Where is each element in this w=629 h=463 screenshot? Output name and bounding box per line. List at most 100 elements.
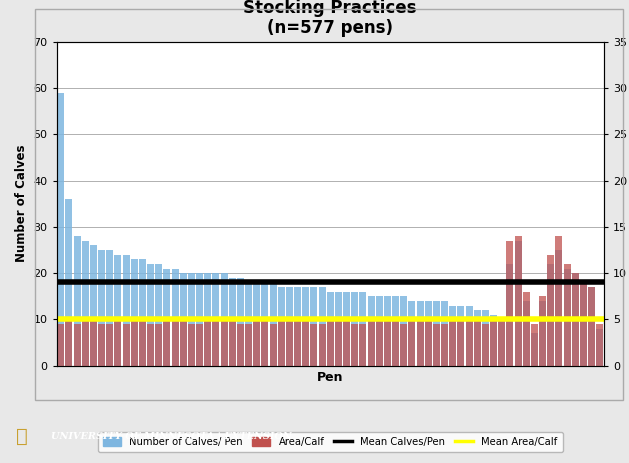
Bar [147,324,154,366]
Bar [425,319,431,366]
Bar [147,264,154,366]
Bar [65,199,72,366]
Bar [506,241,513,366]
Text: Ⓜ: Ⓜ [16,427,28,446]
Bar [596,329,603,366]
Bar [164,269,170,366]
Bar [303,287,309,366]
Bar [400,324,407,366]
Bar [262,282,269,366]
Bar [433,301,440,366]
Bar [326,319,334,366]
Bar [523,301,530,366]
Bar [286,287,293,366]
Bar [221,273,228,366]
Bar [449,306,456,366]
Legend: Number of Calves/ Pen, Area/Calf, Mean Calves/Pen, Mean Area/Calf: Number of Calves/ Pen, Area/Calf, Mean C… [98,432,562,451]
Bar [196,324,203,366]
Bar [384,319,391,366]
Bar [515,236,521,366]
Bar [262,319,269,366]
Bar [253,319,260,366]
Bar [441,301,448,366]
Bar [131,319,138,366]
Bar [572,273,579,366]
Bar [457,306,464,366]
Bar [498,319,505,366]
Bar [123,255,130,366]
Bar [359,292,366,366]
Bar [65,319,72,366]
Bar [90,245,97,366]
Bar [229,319,236,366]
Bar [515,241,521,366]
Bar [188,324,195,366]
Bar [180,319,187,366]
Bar [155,324,162,366]
Bar [213,273,220,366]
Bar [335,319,342,366]
Bar [123,324,130,366]
Bar [416,319,423,366]
Bar [303,319,309,366]
Bar [482,324,489,366]
Bar [457,319,464,366]
Bar [270,282,277,366]
Bar [555,236,562,366]
Bar [74,236,81,366]
Bar [172,269,179,366]
Bar [400,296,407,366]
Bar [580,282,587,366]
Bar [98,250,105,366]
Bar [384,296,391,366]
Bar [57,93,64,366]
Bar [547,255,554,366]
Bar [367,296,374,366]
Bar [564,269,571,366]
Bar [188,273,195,366]
Bar [311,324,318,366]
Bar [74,324,81,366]
Bar [82,241,89,366]
Bar [482,310,489,366]
Bar [245,282,252,366]
Bar [335,292,342,366]
Bar [433,324,440,366]
Bar [106,250,113,366]
Bar [98,324,105,366]
Bar [90,319,97,366]
Bar [376,319,382,366]
Bar [506,264,513,366]
Bar [286,319,293,366]
Bar [237,324,244,366]
Bar [539,301,546,366]
Bar [367,319,374,366]
Bar [114,319,121,366]
Bar [343,292,350,366]
Bar [318,324,326,366]
Bar [139,259,146,366]
Bar [359,324,366,366]
Bar [474,319,481,366]
Bar [572,273,579,366]
Bar [204,319,211,366]
Bar [82,319,89,366]
Bar [523,292,530,366]
Title: Stocking Practices
(n=577 pens): Stocking Practices (n=577 pens) [243,0,417,38]
Bar [351,292,358,366]
Bar [474,310,481,366]
Bar [351,324,358,366]
Bar [164,319,170,366]
Bar [416,301,423,366]
Bar [449,319,456,366]
Bar [564,264,571,366]
Bar [498,319,505,366]
Bar [441,324,448,366]
Bar [155,264,162,366]
Bar [465,306,472,366]
Bar [213,319,220,366]
Text: UNIVERSITY OF MINNESOTA | EXTENSION: UNIVERSITY OF MINNESOTA | EXTENSION [51,432,292,441]
Bar [245,324,252,366]
Bar [425,301,431,366]
Bar [392,319,399,366]
